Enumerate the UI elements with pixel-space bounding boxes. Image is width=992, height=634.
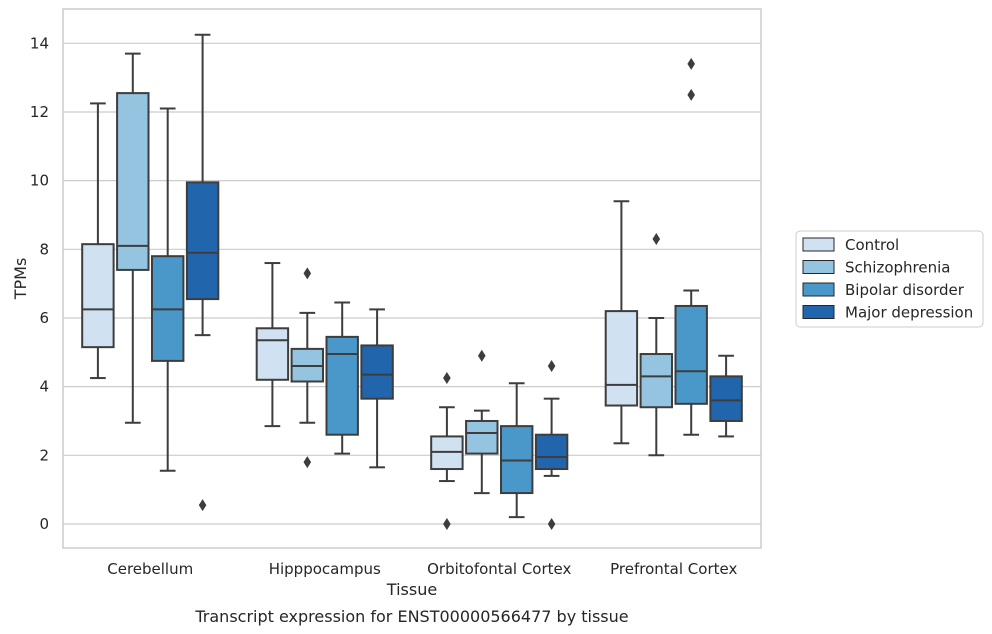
flier-point bbox=[443, 372, 451, 385]
box-body bbox=[639, 353, 674, 409]
box-body bbox=[465, 419, 499, 455]
x-tick-label: Hipppocampus bbox=[269, 560, 381, 578]
legend-label: Schizophrenia bbox=[845, 259, 950, 277]
legend-label: Major depression bbox=[845, 304, 973, 322]
y-tick-label: 0 bbox=[39, 515, 49, 533]
y-tick-label: 14 bbox=[30, 34, 49, 52]
box-body bbox=[674, 304, 708, 405]
box-cerebellum-schizophrenia bbox=[116, 52, 150, 424]
box-layer bbox=[81, 33, 743, 530]
box-body bbox=[325, 335, 359, 436]
box-cerebellum-control bbox=[81, 102, 115, 380]
flier-point bbox=[547, 360, 556, 373]
box-cerebellum-major-depression bbox=[185, 33, 220, 512]
y-axis-title: TPMs bbox=[11, 258, 30, 301]
legend-label: Control bbox=[845, 236, 899, 254]
box-prefrontal-cortex-bipolar-disorder bbox=[674, 57, 708, 436]
x-tick-label: Orbitofontal Cortex bbox=[427, 560, 571, 578]
box-prefrontal-cortex-schizophrenia bbox=[639, 233, 674, 457]
x-tick-label: Prefrontal Cortex bbox=[610, 560, 737, 578]
box-body bbox=[604, 310, 639, 407]
box-orbitofontal-cortex-control bbox=[430, 372, 464, 530]
box-orbitofontal-cortex-major-depression bbox=[534, 360, 569, 530]
flier-point bbox=[687, 88, 695, 101]
box-body bbox=[709, 375, 743, 422]
y-tick-label: 8 bbox=[39, 240, 49, 258]
plot-frame bbox=[62, 8, 762, 549]
box-body bbox=[360, 344, 394, 400]
flier-point bbox=[303, 456, 312, 469]
box-hipppocampus-bipolar-disorder bbox=[325, 301, 359, 455]
flier-point bbox=[303, 267, 312, 280]
tick-labels: 0 2 4 6 8 10 12 14 Cerebellum Hipppocampus Orbitof… bbox=[30, 34, 738, 578]
box-body bbox=[81, 243, 115, 349]
flier-point bbox=[478, 349, 486, 362]
box-body bbox=[255, 327, 290, 381]
y-tick-label: 2 bbox=[39, 446, 49, 464]
box-body bbox=[116, 92, 150, 271]
legend-swatch bbox=[802, 260, 835, 274]
legend-swatch bbox=[802, 305, 835, 319]
legend-swatch bbox=[802, 237, 835, 252]
x-axis-title: Tissue bbox=[386, 580, 437, 599]
flier-point bbox=[547, 517, 556, 530]
box-hipppocampus-control bbox=[255, 262, 290, 428]
chart-caption: Transcript expression for ENST0000056647… bbox=[194, 607, 628, 626]
box-body bbox=[185, 181, 220, 301]
flier-point bbox=[652, 233, 661, 246]
y-tick-label: 12 bbox=[30, 103, 49, 121]
box-hipppocampus-major-depression bbox=[360, 308, 394, 469]
box-body bbox=[534, 433, 569, 471]
legend-swatch bbox=[802, 282, 835, 297]
box-cerebellum-bipolar-disorder bbox=[150, 107, 185, 472]
box-prefrontal-cortex-major-depression bbox=[709, 354, 743, 438]
flier-point bbox=[443, 517, 451, 530]
legend: Control Schizophrenia Bipolar disorder Majo… bbox=[795, 230, 984, 328]
y-tick-label: 4 bbox=[39, 378, 49, 396]
box-hipppocampus-schizophrenia bbox=[290, 267, 325, 469]
flier-point bbox=[687, 57, 695, 70]
x-tick-label: Cerebellum bbox=[107, 560, 193, 578]
y-tick-label: 6 bbox=[39, 309, 49, 327]
y-tick-label: 10 bbox=[30, 172, 49, 190]
flier-point bbox=[198, 499, 207, 512]
legend-label: Bipolar disorder bbox=[845, 281, 965, 299]
legend-frame bbox=[795, 230, 984, 328]
box-orbitofontal-cortex-schizophrenia bbox=[465, 349, 499, 495]
box-prefrontal-cortex-control bbox=[604, 200, 639, 445]
box-orbitofontal-cortex-bipolar-disorder bbox=[499, 382, 534, 519]
